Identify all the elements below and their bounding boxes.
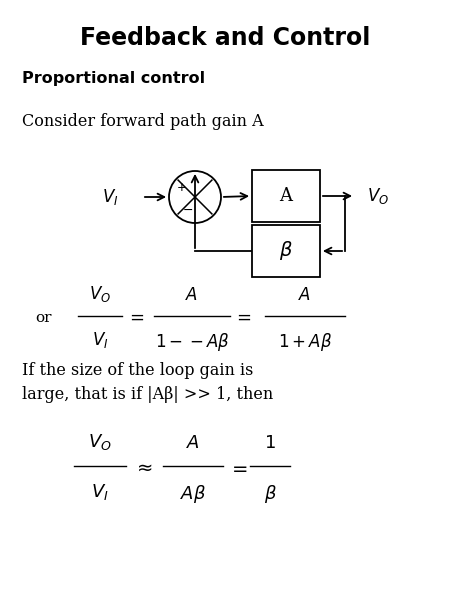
Text: −: −: [182, 204, 193, 217]
Text: If the size of the loop gain is
large, that is if |Aβ| >> 1, then: If the size of the loop gain is large, t…: [22, 362, 273, 403]
Text: $A$: $A$: [185, 287, 198, 304]
Text: $V_I$: $V_I$: [91, 482, 109, 502]
Text: Proportional control: Proportional control: [22, 70, 205, 85]
Text: $1$: $1$: [264, 434, 276, 452]
Text: $V_O$: $V_O$: [367, 186, 389, 206]
Text: $\beta$: $\beta$: [279, 239, 293, 263]
Text: $V_I$: $V_I$: [92, 330, 108, 350]
Text: $=$: $=$: [126, 308, 144, 326]
Text: or: or: [35, 311, 51, 325]
Text: $\beta$: $\beta$: [264, 483, 276, 505]
Text: $1 - -A\beta$: $1 - -A\beta$: [154, 331, 230, 353]
Text: $A$: $A$: [186, 434, 200, 452]
Text: $=$: $=$: [228, 459, 248, 477]
Text: $A\beta$: $A\beta$: [180, 483, 206, 505]
Text: $V_O$: $V_O$: [89, 284, 111, 304]
Text: Feedback and Control: Feedback and Control: [80, 26, 370, 50]
Text: $1 + A\beta$: $1 + A\beta$: [278, 331, 332, 353]
Text: Consider forward path gain A: Consider forward path gain A: [22, 113, 264, 130]
Bar: [252, 225, 320, 277]
Text: +: +: [176, 181, 186, 194]
Text: $V_I$: $V_I$: [102, 187, 118, 207]
Text: A: A: [279, 187, 292, 205]
Text: $\approx$: $\approx$: [133, 459, 153, 477]
Text: $A$: $A$: [298, 287, 311, 304]
Bar: [252, 170, 320, 222]
Text: $=$: $=$: [233, 308, 251, 326]
Text: $V_O$: $V_O$: [88, 432, 112, 452]
